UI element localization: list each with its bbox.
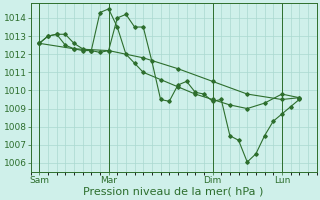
X-axis label: Pression niveau de la mer( hPa ): Pression niveau de la mer( hPa ) xyxy=(84,187,264,197)
